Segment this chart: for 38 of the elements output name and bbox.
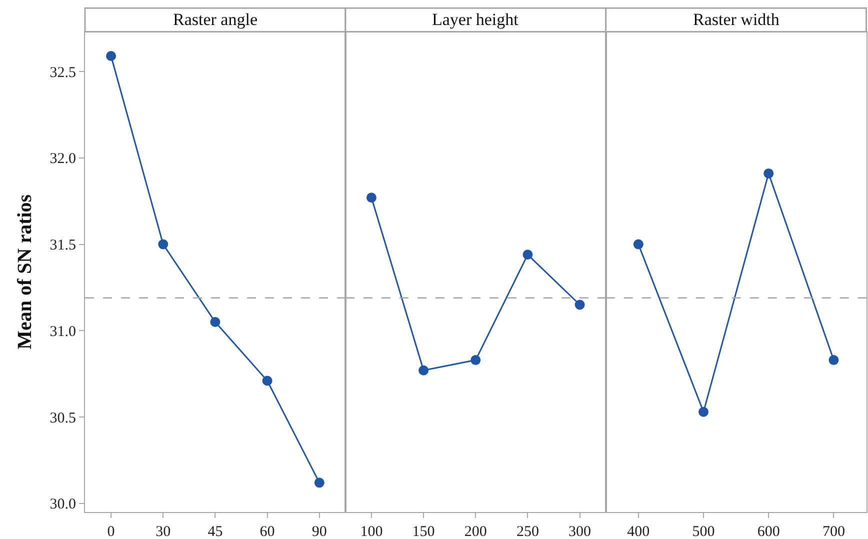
y-tick-label: 30.0: [50, 496, 76, 513]
point: [210, 317, 220, 328]
y-tick-label: 31.0: [50, 324, 76, 340]
x-tick-label: 300: [568, 524, 592, 539]
y-tick-label: 32.0: [50, 151, 76, 168]
point: [366, 192, 376, 203]
x-tick-label: 400: [627, 524, 650, 539]
x-tick-label: 200: [464, 524, 487, 539]
chart-title: Raster width: [693, 10, 780, 29]
y-tick-label: 30.5: [50, 410, 76, 426]
chart-title: Layer height: [432, 10, 519, 29]
point: [574, 300, 585, 310]
chart-title: Raster angle: [173, 10, 258, 29]
point: [314, 478, 324, 488]
x-tick-label: 60: [260, 524, 275, 539]
point: [764, 168, 774, 178]
x-tick-label: 250: [516, 524, 539, 539]
y-axis-title: Mean of SN ratios: [14, 194, 36, 350]
point: [470, 355, 481, 366]
x-tick-label: 0: [107, 524, 115, 539]
x-tick-label: 30: [156, 524, 171, 539]
x-tick-label: 45: [208, 524, 223, 539]
point: [828, 355, 839, 366]
x-tick-label: 700: [822, 524, 845, 539]
x-tick-label: 150: [412, 524, 435, 539]
y-tick-label: 32.5: [50, 64, 76, 81]
point: [633, 239, 644, 250]
point: [106, 50, 116, 61]
x-tick-label: 100: [360, 524, 383, 539]
point: [522, 250, 533, 260]
point: [698, 406, 709, 417]
point: [158, 239, 168, 250]
point: [418, 365, 429, 376]
y-tick-label: 31.5: [50, 238, 76, 254]
x-tick-label: 90: [312, 524, 327, 539]
x-tick-label: 600: [757, 524, 780, 539]
point: [262, 376, 272, 386]
x-tick-label: 500: [692, 524, 715, 539]
